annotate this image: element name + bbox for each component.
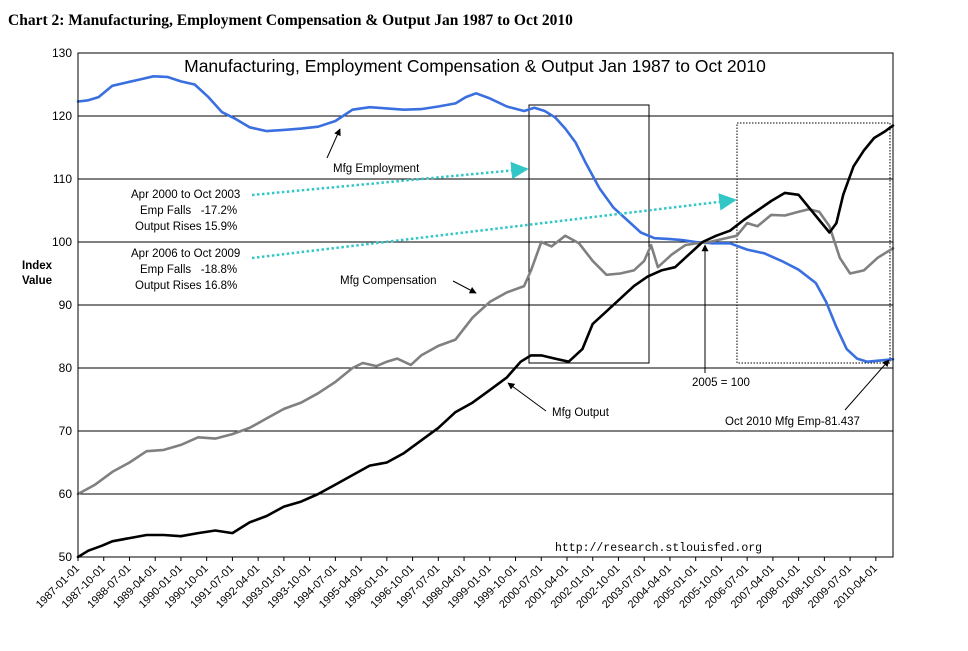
y-axis: 50 60 70 80 90 100 110 120 130 xyxy=(52,46,72,564)
y-axis-title-line1: Index xyxy=(22,260,53,272)
period1-line2: Emp Falls -17.2% xyxy=(140,205,237,217)
last-value-arrow xyxy=(844,359,890,411)
period2-line1: Apr 2006 to Oct 2009 xyxy=(131,248,240,260)
page-heading: Chart 2: Manufacturing, Employment Compe… xyxy=(8,12,573,29)
compensation-label-arrow xyxy=(452,280,477,294)
y-tick-label: 100 xyxy=(52,235,72,249)
period-box-2000-2003 xyxy=(528,104,650,364)
y-tick-label: 70 xyxy=(59,424,73,438)
chart-title: Manufacturing, Employment Compensation &… xyxy=(184,56,766,76)
period2-line2: Emp Falls -18.8% xyxy=(140,264,237,276)
y-tick-label: 90 xyxy=(59,298,73,312)
employment-series-label: Mfg Employment xyxy=(333,163,420,175)
y-tick-label: 60 xyxy=(59,487,73,501)
employment-series-line xyxy=(76,75,895,364)
output-series-line xyxy=(76,124,895,559)
y-tick-label: 120 xyxy=(52,109,72,123)
period-box-2006-2009 xyxy=(736,122,891,364)
y-tick-label: 110 xyxy=(53,172,72,186)
y-tick-label: 80 xyxy=(59,361,73,375)
last-value-label: Oct 2010 Mfg Emp-81.437 xyxy=(725,416,860,428)
y-tick-label: 130 xyxy=(52,46,72,60)
source-url: http://research.stlouisfed.org xyxy=(555,542,762,555)
base-year-label: 2005 = 100 xyxy=(692,377,750,389)
output-series-label: Mfg Output xyxy=(552,407,610,419)
series-lines xyxy=(76,75,895,559)
y-axis-title-line2: Value xyxy=(22,275,52,287)
compensation-series-line xyxy=(76,207,895,496)
period1-pointer-arrow xyxy=(251,161,529,197)
x-axis: 1987-01-011987-10-011988-07-011989-04-01… xyxy=(34,557,880,611)
period1-line3: Output Rises 15.9% xyxy=(135,221,237,233)
employment-label-arrow xyxy=(326,128,341,159)
output-label-arrow xyxy=(507,382,547,412)
y-tick-label: 50 xyxy=(59,550,73,564)
compensation-series-label: Mfg Compensation xyxy=(340,275,437,287)
period2-line3: Output Rises 16.8% xyxy=(135,280,237,292)
period2-pointer-arrow xyxy=(251,193,737,260)
plot-area-border xyxy=(77,52,894,558)
period1-line1: Apr 2000 to Oct 2003 xyxy=(131,189,240,201)
